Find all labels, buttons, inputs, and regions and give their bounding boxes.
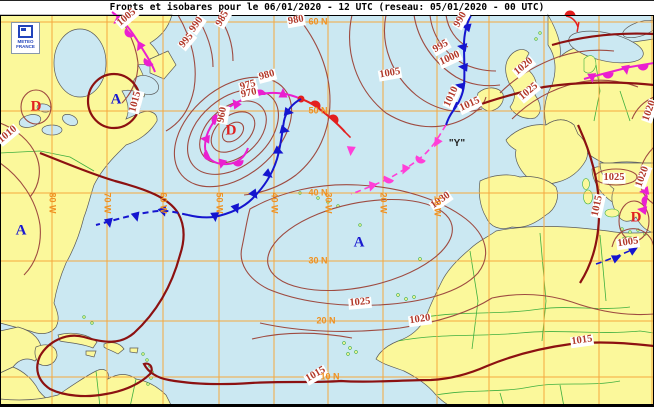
land-mexico	[0, 326, 42, 374]
occluded-front-marker	[637, 206, 648, 216]
occluded-front-marker	[124, 28, 134, 38]
occluded-front-marker	[143, 57, 154, 67]
cold-front-marker	[210, 212, 220, 222]
wave-front-marker	[415, 155, 426, 164]
occluded-front-marker	[602, 72, 614, 79]
land-france	[505, 119, 588, 185]
occluded-front-marker	[203, 150, 212, 161]
cold-upper-dashed-line	[95, 209, 189, 226]
logo-text-line1: METEO	[17, 39, 34, 44]
warm-front-marker	[329, 114, 339, 125]
cold-front-marker	[610, 255, 622, 264]
occluded-front-marker	[137, 40, 146, 52]
cold-main-line	[187, 98, 302, 219]
occluded-front-marker	[620, 64, 630, 75]
wave-front-marker	[346, 146, 356, 156]
cold-front-marker	[130, 211, 140, 222]
land-jamaica	[85, 350, 97, 358]
corsica	[582, 178, 590, 190]
land-puerto-rico	[129, 347, 139, 354]
warm-front-marker	[576, 21, 580, 33]
baltic-sea	[568, 30, 644, 64]
isobar-1015-north-sea	[467, 81, 654, 111]
hudson-bay	[53, 28, 107, 98]
warm-front-marker	[342, 129, 352, 139]
chart-title: Fronts et isobares pour le 06/01/2020 - …	[0, 1, 654, 15]
land-iberia	[478, 174, 558, 229]
great-lake	[62, 113, 78, 127]
occluded-front-marker	[587, 73, 597, 83]
meteo-france-logo: METEO FRANCE	[11, 22, 40, 54]
occluded-baltic-line	[583, 62, 654, 80]
sardinia	[583, 189, 593, 205]
warm-front-marker	[310, 100, 321, 110]
wave-front-marker	[434, 136, 443, 148]
wave-front-marker	[368, 181, 378, 192]
cold-front-marker	[458, 62, 468, 72]
warm-main-line	[300, 98, 346, 133]
sicily	[604, 208, 620, 218]
meteo-france-logo-icon	[18, 25, 33, 38]
cold-front-marker	[279, 124, 290, 134]
cold-front-marker	[457, 43, 468, 53]
logo-text-line2: FRANCE	[16, 44, 35, 49]
cold-front-marker	[103, 217, 113, 228]
cold-front-marker	[262, 168, 273, 178]
cold-front-marker	[272, 145, 284, 154]
inland-water	[18, 19, 654, 136]
cold-front-marker	[230, 203, 240, 214]
wave-front-marker	[402, 163, 411, 175]
wave-front-marker	[383, 175, 394, 184]
occluded-front-marker	[218, 158, 228, 169]
cold-dashed-aegean-line	[595, 248, 635, 265]
cold-front-marker	[157, 206, 167, 217]
occluded-front-marker	[641, 195, 648, 207]
occluded-front-marker	[232, 99, 242, 110]
cold-front-marker	[283, 106, 294, 116]
isobar-1015-atlantic	[36, 151, 654, 398]
occluded-front-marker	[200, 134, 210, 144]
land-south-america	[0, 369, 173, 407]
cold-front-marker	[248, 188, 258, 199]
occluded-front-marker	[637, 64, 649, 71]
isobar-baltic-north	[551, 32, 654, 47]
warm-fragment-ne-line	[565, 15, 579, 28]
wave-y-line	[350, 124, 447, 195]
occluded-front-marker	[232, 160, 244, 167]
warm-front-marker	[564, 10, 576, 16]
occluded-front-marker	[278, 88, 288, 98]
